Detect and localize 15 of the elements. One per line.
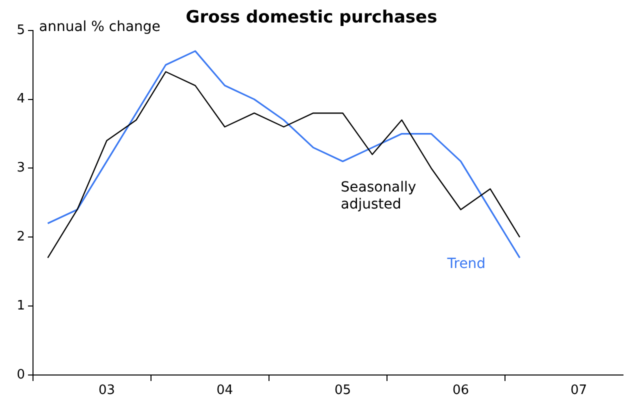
series-label: Seasonally adjusted xyxy=(340,180,416,213)
x-tick-label: 04 xyxy=(216,382,234,398)
y-tick-label: 2 xyxy=(16,230,25,245)
x-tick-label: 03 xyxy=(98,382,116,398)
y-tick-label: 5 xyxy=(16,22,25,38)
x-tick-label: 06 xyxy=(452,382,470,398)
y-axis-title: annual % change xyxy=(39,19,160,36)
y-tick-label: 3 xyxy=(16,160,25,176)
text: Trend xyxy=(446,256,486,272)
x-tick-label: 07 xyxy=(570,382,588,398)
chart-title: Gross domestic purchases xyxy=(186,8,438,28)
x-tick-label: 05 xyxy=(334,382,352,398)
y-tick-label: 4 xyxy=(16,92,25,107)
y-tick-label: 1 xyxy=(16,298,25,314)
y-tick-label: 0 xyxy=(16,367,25,382)
